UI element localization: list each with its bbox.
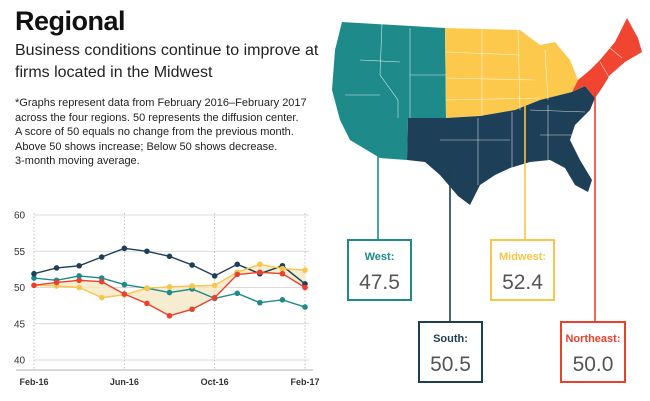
page-subtitle: Business conditions continue to improve … (15, 40, 335, 84)
callout-value-south: 50.5 (430, 353, 471, 376)
x-tick-label: Jun-16 (110, 377, 139, 387)
data-point-northeast (98, 278, 105, 285)
data-point-midwest (166, 283, 173, 290)
x-tick-label: Oct-16 (201, 377, 229, 387)
data-point-midwest (189, 283, 195, 289)
x-axis: Feb-16 Jun-16 Oct-16 Feb-17 (16, 369, 320, 387)
callout-label-south: South: (433, 333, 468, 345)
data-point-midwest (76, 284, 82, 291)
subtitle-line-1: Business conditions continue to improve … (15, 42, 319, 59)
data-point-northeast (144, 300, 150, 307)
data-point-west (76, 273, 82, 279)
x-tick-label: Feb-16 (19, 377, 48, 387)
data-point-west (257, 299, 263, 306)
data-point-northeast (121, 291, 128, 297)
data-point-south (98, 254, 105, 260)
y-tick-label: 40 (14, 356, 26, 367)
note-line-1: *Graphs represent data from February 201… (15, 97, 307, 109)
callout-box-midwest: Midwest: 52.4 (490, 239, 555, 301)
callout-value-west: 47.5 (359, 271, 400, 294)
data-point-midwest (257, 261, 263, 268)
data-point-west (166, 289, 173, 296)
callout-box-west: West: 47.5 (347, 239, 412, 301)
callout-label-midwest: Midwest: (498, 251, 547, 263)
data-point-south (166, 253, 173, 260)
line-chart: 40 45 50 55 60 Feb-16 Jun-16 Oct-16 Feb-17 (14, 211, 320, 388)
data-point-west (302, 304, 308, 310)
y-tick-label: 50 (14, 283, 26, 294)
data-point-midwest (302, 267, 308, 273)
note-line-2: across the four regions. 50 represents t… (15, 111, 299, 124)
callout-label-west: West: (364, 251, 395, 263)
note-line-5: 3-month moving average. (15, 155, 140, 167)
data-point-midwest (98, 294, 105, 301)
data-point-south (144, 248, 150, 255)
chart-notes: *Graphs represent data from February 201… (15, 96, 315, 169)
data-point-south (121, 245, 128, 252)
data-point-south (211, 273, 218, 279)
subtitle-line-2: firms located in the Midwest (15, 64, 213, 81)
page-title: Regional (15, 6, 126, 36)
data-point-west (121, 281, 128, 288)
y-axis: 40 45 50 55 60 (14, 211, 26, 367)
data-point-northeast (76, 277, 82, 284)
data-point-northeast (166, 312, 173, 319)
callout-label-northeast: Northeast: (565, 333, 621, 345)
chart-series (31, 245, 308, 319)
data-point-south (76, 262, 82, 269)
data-point-midwest (211, 282, 218, 289)
data-point-midwest (144, 285, 150, 292)
x-tick-label: Feb-17 (290, 377, 319, 387)
y-tick-label: 55 (14, 247, 26, 258)
data-point-west (31, 275, 37, 281)
data-point-west (234, 290, 241, 297)
series-northeast (31, 269, 308, 319)
map-state-borders (345, 23, 623, 185)
data-point-northeast (302, 284, 308, 291)
data-point-south (234, 261, 241, 268)
data-point-northeast (53, 279, 60, 286)
data-point-northeast (31, 282, 37, 289)
callout-value-northeast: 50.0 (572, 353, 614, 376)
data-point-south (31, 270, 37, 277)
map-region-west (332, 22, 446, 160)
data-point-northeast (189, 306, 195, 313)
callout-box-south: South: 50.5 (418, 321, 483, 383)
callout-value-midwest: 52.4 (502, 271, 543, 294)
y-tick-label: 60 (14, 211, 26, 222)
data-point-northeast (234, 271, 241, 278)
us-region-map (332, 18, 642, 205)
callout-connectors (377, 88, 596, 322)
data-point-midwest (279, 265, 286, 272)
y-tick-label: 45 (14, 319, 26, 330)
data-point-west (279, 297, 286, 303)
data-point-south (189, 262, 195, 268)
note-line-4: Above 50 shows increase; Below 50 shows … (15, 140, 278, 153)
data-point-northeast (257, 269, 263, 276)
data-point-northeast (279, 270, 286, 277)
data-point-south (53, 265, 60, 271)
callout-box-northeast: Northeast: 50.0 (560, 321, 626, 383)
data-point-northeast (211, 294, 218, 301)
map-region-northeast (572, 18, 642, 98)
note-line-3: A score of 50 equals no change from the … (15, 126, 294, 138)
